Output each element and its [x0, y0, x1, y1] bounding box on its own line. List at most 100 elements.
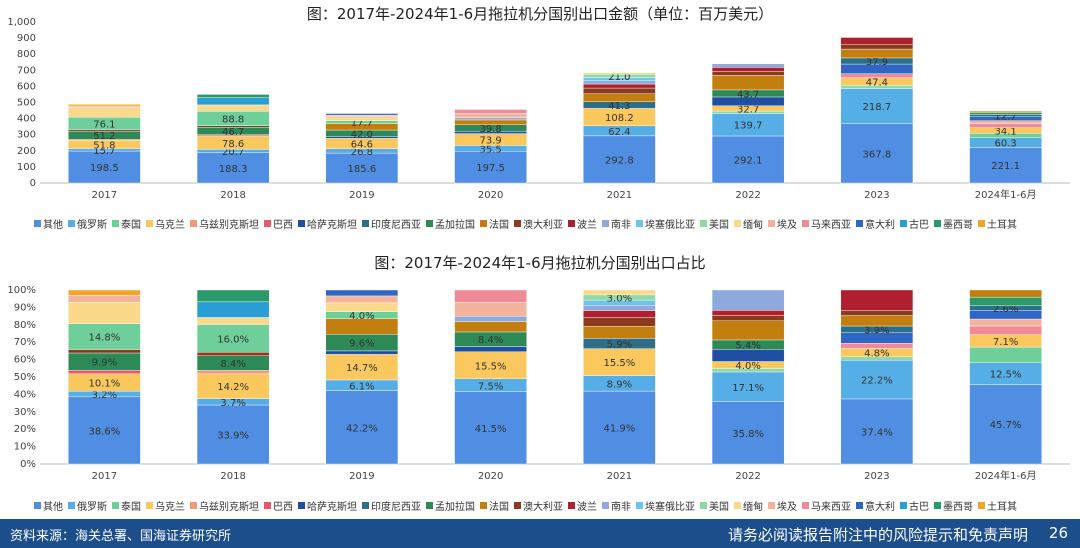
page-number: 26	[1048, 524, 1068, 542]
legend-share: 其他 俄罗斯 泰国 乌克兰 乌兹别克斯坦 巴西 哈萨克斯坦 印度尼西亚 孟加拉国 法国 澳大利亚 波兰…	[34, 498, 1064, 513]
legend-item: 意大利	[856, 216, 895, 231]
legend-item: 泰国	[112, 216, 141, 231]
legend-label: 土耳其	[987, 501, 1017, 513]
bar-segment-e585b6e4bb96	[68, 396, 141, 465]
bar-segment-e4b98ce5858be585b0	[583, 348, 656, 376]
bar-segment-e6b3b0e59bbd	[969, 346, 1042, 363]
legend-item: 古巴	[900, 498, 929, 513]
legend-swatch	[934, 501, 941, 509]
legend-label: 波兰	[577, 501, 597, 513]
bar-segment-e7bc85e794b8	[325, 302, 399, 312]
legend-swatch	[426, 219, 433, 227]
legend-swatch	[514, 219, 521, 227]
data-label: 43.7	[737, 89, 759, 100]
bar-segment-e6b3a2e585b0	[711, 310, 785, 316]
data-label: 8.4%	[220, 359, 245, 370]
data-label: 9.9%	[92, 358, 117, 369]
y-tick-label: 900	[17, 33, 36, 44]
data-label: 88.8	[222, 114, 244, 125]
data-label: 9.6%	[349, 339, 374, 350]
bar-segment-e7bc85e794b8	[325, 116, 399, 121]
bar-segment-e6b395e59bbd	[711, 320, 785, 341]
legend-item: 墨西哥	[934, 498, 973, 513]
legend-item: 澳大利亚	[514, 498, 563, 513]
legend-item: 缅甸	[734, 216, 763, 231]
legend-item: 巴西	[264, 498, 293, 513]
y-tick-label: 30%	[14, 407, 36, 418]
data-label: 4.0%	[349, 311, 374, 322]
bar-segment-e585b6e4bb96	[711, 135, 785, 184]
bar-segment-e59f83e58f8a	[969, 318, 1042, 327]
legend-label: 孟加拉国	[435, 501, 475, 513]
legend-item: 其他	[34, 216, 63, 231]
data-label: 2.6%	[993, 304, 1018, 315]
legend-label: 意大利	[865, 501, 895, 513]
legend-label: 巴西	[273, 501, 293, 513]
data-label: 17.7	[351, 118, 373, 129]
legend-swatch	[514, 501, 521, 509]
legend-label: 波兰	[577, 219, 597, 231]
legend-item: 法国	[480, 498, 509, 513]
y-tick-label: 500	[17, 98, 36, 109]
data-label: 3.9%	[864, 325, 889, 336]
legend-label: 印度尼西亚	[371, 219, 421, 231]
bar-segment-e9a9ace69da5e8a5bfe4ba9a	[969, 123, 1042, 128]
legend-swatch	[568, 219, 575, 227]
legend-swatch	[146, 219, 153, 227]
bar-segment-e4b98ce5858be585b0	[325, 354, 399, 381]
legend-label: 其他	[43, 219, 63, 231]
data-label: 4.0%	[735, 361, 760, 372]
legend-swatch	[34, 219, 41, 227]
bar-segment-e6beb3e5a4a7e588a9e4ba9a	[583, 87, 656, 94]
x-tick-label: 2022	[735, 190, 760, 201]
bar-segment-e7bc85e794b8	[196, 317, 270, 325]
x-tick-label: 2019	[349, 471, 374, 482]
legend-swatch	[978, 501, 985, 509]
data-label: 42.2%	[346, 423, 378, 434]
x-tick-label: 2019	[349, 190, 374, 201]
legend-swatch	[112, 501, 119, 509]
legend-item: 埃塞俄比亚	[636, 498, 695, 513]
legend-item: 哈萨克斯坦	[298, 498, 357, 513]
bar-segment-e585b6e4bb96	[196, 404, 270, 465]
data-label: 37.4%	[861, 427, 893, 438]
bar-segment-e6848fe5a4a7e588a9	[325, 113, 399, 116]
data-label: 62.4	[608, 127, 630, 138]
legend-label: 俄罗斯	[77, 501, 107, 513]
legend-swatch	[480, 501, 487, 509]
x-tick-label: 2020	[478, 471, 503, 482]
legend-label: 澳大利亚	[523, 219, 563, 231]
legend-swatch	[190, 501, 197, 509]
data-label: 39.8	[479, 124, 501, 135]
data-label: 15.5%	[603, 358, 635, 369]
x-tick-label: 2023	[864, 190, 889, 201]
amount-chart: 0 100 200 300 400 500 600 700 800 900 1,000 198.5 15…	[7, 17, 1070, 201]
legend-label: 哈萨克斯坦	[307, 501, 357, 513]
data-label: 221.1	[991, 161, 1020, 172]
legend-amount: 其他 俄罗斯 泰国 乌克兰 乌兹别克斯坦 巴西 哈萨克斯坦 印度尼西亚 孟加拉国 法国 澳大利亚 波兰…	[34, 216, 1064, 231]
bar-segment-e5a2a8e8a5bfe593a5	[196, 94, 270, 98]
x-tick-label: 2024年1-6月	[975, 469, 1037, 482]
legend-label: 澳大利亚	[523, 501, 563, 513]
legend-item: 波兰	[568, 216, 597, 231]
legend-item: 美国	[700, 498, 729, 513]
data-label: 6.1%	[349, 381, 374, 392]
x-tick-label: 2020	[478, 190, 503, 201]
y-tick-label: 0	[30, 178, 36, 189]
legend-label: 哈萨克斯坦	[307, 219, 357, 231]
bar-segment-e6b3a2e585b0	[840, 37, 914, 45]
y-tick-label: 90%	[14, 302, 36, 313]
data-label: 37.9	[866, 57, 888, 68]
legend-swatch	[602, 501, 609, 509]
legend-swatch	[68, 501, 75, 509]
legend-item: 俄罗斯	[68, 498, 107, 513]
x-tick-label: 2017	[92, 471, 117, 482]
legend-item: 土耳其	[978, 498, 1017, 513]
legend-swatch	[68, 219, 75, 227]
data-label: 45.7%	[990, 420, 1022, 431]
data-label: 41.9%	[603, 424, 635, 435]
legend-item: 哈萨克斯坦	[298, 216, 357, 231]
legend-label: 俄罗斯	[77, 219, 107, 231]
legend-label: 南非	[611, 219, 631, 231]
legend-label: 其他	[43, 501, 63, 513]
